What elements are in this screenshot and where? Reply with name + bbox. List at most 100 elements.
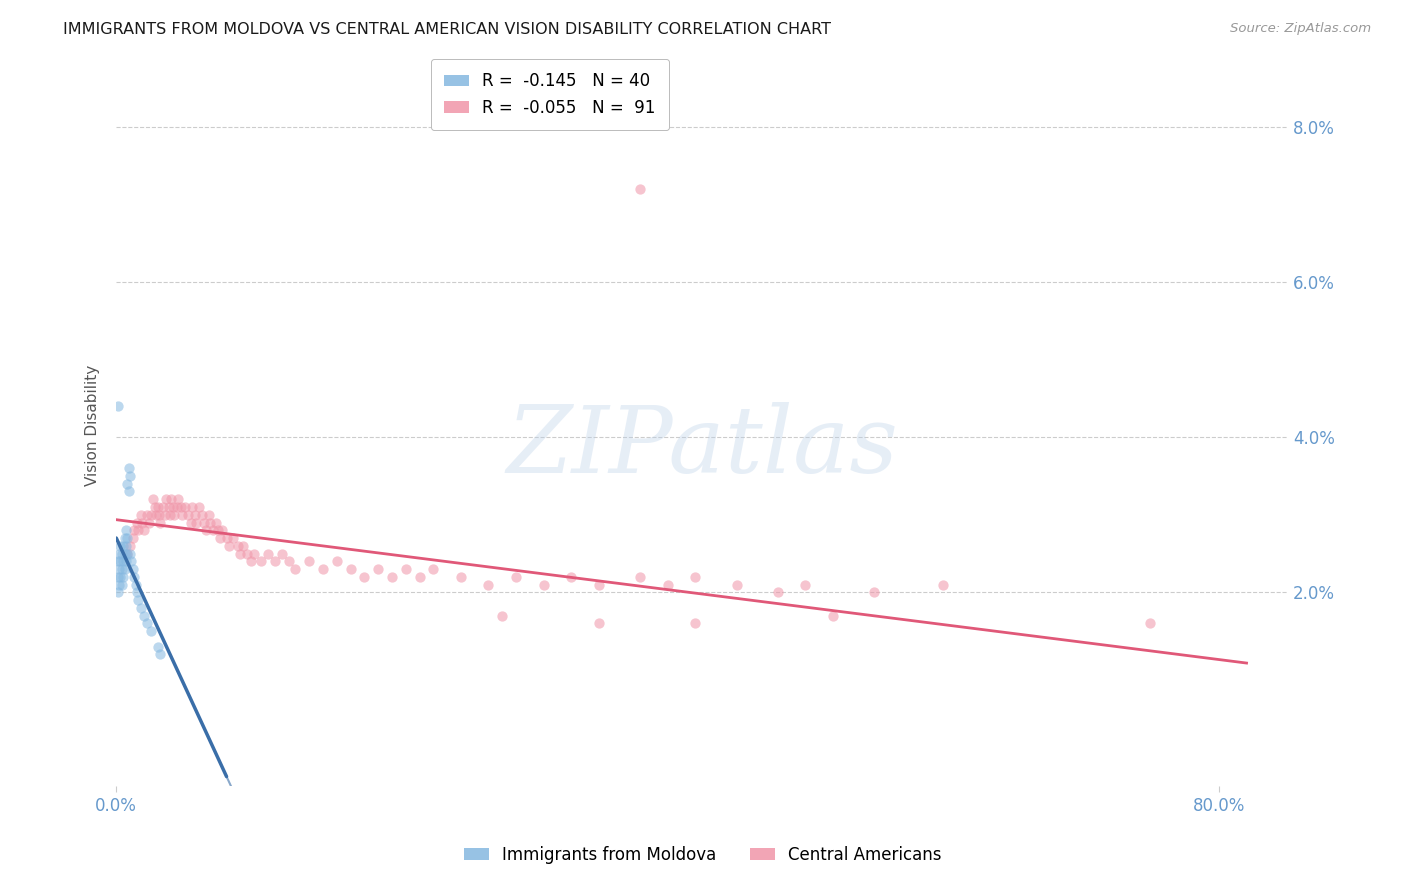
Point (118, 461, 141, 475)
Point (181, 500, 204, 514)
Point (148, 508, 170, 522)
Point (139, 624, 162, 638)
Point (450, 570, 472, 584)
Point (162, 500, 184, 514)
Point (118, 484, 141, 499)
Point (533, 577, 555, 591)
Point (110, 570, 132, 584)
Point (197, 508, 219, 522)
Point (491, 608, 513, 623)
Point (117, 547, 139, 561)
Point (107, 585, 129, 599)
Point (107, 554, 129, 568)
Point (422, 562, 444, 576)
Point (131, 516, 153, 530)
Point (215, 531, 238, 545)
Point (257, 547, 280, 561)
Point (110, 539, 132, 553)
Point (107, 399, 129, 413)
Point (120, 554, 142, 568)
Point (112, 570, 135, 584)
Point (117, 476, 139, 491)
Text: ZIPatlas: ZIPatlas (506, 402, 898, 492)
Point (683, 570, 706, 584)
Point (353, 570, 375, 584)
Point (166, 500, 188, 514)
Point (190, 508, 212, 522)
Point (367, 562, 389, 576)
Point (172, 508, 194, 522)
Point (298, 554, 321, 568)
Legend: Immigrants from Moldova, Central Americans: Immigrants from Moldova, Central America… (457, 839, 949, 871)
Point (263, 554, 285, 568)
Point (135, 508, 157, 522)
Point (124, 577, 146, 591)
Point (108, 577, 131, 591)
Point (115, 539, 138, 553)
Point (408, 570, 430, 584)
Point (135, 616, 157, 631)
Point (159, 508, 181, 522)
Point (120, 469, 142, 483)
Text: IMMIGRANTS FROM MOLDOVA VS CENTRAL AMERICAN VISION DISABILITY CORRELATION CHART: IMMIGRANTS FROM MOLDOVA VS CENTRAL AMERI… (63, 22, 831, 37)
Text: Source: ZipAtlas.com: Source: ZipAtlas.com (1230, 22, 1371, 36)
Point (863, 585, 886, 599)
Point (112, 539, 135, 553)
Point (505, 570, 527, 584)
Point (194, 523, 217, 537)
Point (143, 500, 166, 514)
Point (108, 562, 131, 576)
Point (683, 616, 706, 631)
Point (167, 492, 190, 507)
Point (152, 500, 174, 514)
Point (628, 182, 651, 196)
Point (207, 523, 229, 537)
Point (127, 523, 149, 537)
Point (560, 570, 582, 584)
Point (766, 585, 789, 599)
Point (129, 600, 152, 615)
Point (177, 508, 200, 522)
Point (157, 500, 180, 514)
Point (174, 500, 197, 514)
Legend: R =  -0.145   N = 40, R =  -0.055   N =  91: R = -0.145 N = 40, R = -0.055 N = 91 (430, 59, 669, 130)
Point (138, 516, 160, 530)
Point (125, 516, 148, 530)
Point (250, 554, 273, 568)
Point (132, 523, 155, 537)
Point (339, 562, 361, 576)
Point (122, 523, 145, 537)
Point (153, 508, 176, 522)
Point (111, 562, 134, 576)
Point (932, 577, 955, 591)
Point (1139, 616, 1161, 631)
Point (204, 516, 226, 530)
Point (395, 562, 418, 576)
Point (588, 616, 610, 631)
Point (160, 492, 183, 507)
Point (146, 640, 169, 654)
Point (139, 508, 162, 522)
Point (108, 547, 131, 561)
Point (180, 516, 202, 530)
Point (163, 508, 186, 522)
Point (240, 554, 263, 568)
Point (232, 539, 254, 553)
Point (326, 554, 349, 568)
Point (129, 508, 152, 522)
Point (121, 531, 143, 545)
Point (114, 531, 136, 545)
Point (312, 562, 335, 576)
Point (114, 547, 136, 561)
Point (117, 531, 139, 545)
Point (155, 492, 177, 507)
Point (243, 547, 266, 561)
Point (236, 547, 259, 561)
Point (193, 516, 215, 530)
Point (211, 523, 233, 537)
Point (381, 570, 404, 584)
Point (121, 562, 143, 576)
Point (170, 500, 193, 514)
Point (149, 516, 172, 530)
Point (125, 585, 148, 599)
